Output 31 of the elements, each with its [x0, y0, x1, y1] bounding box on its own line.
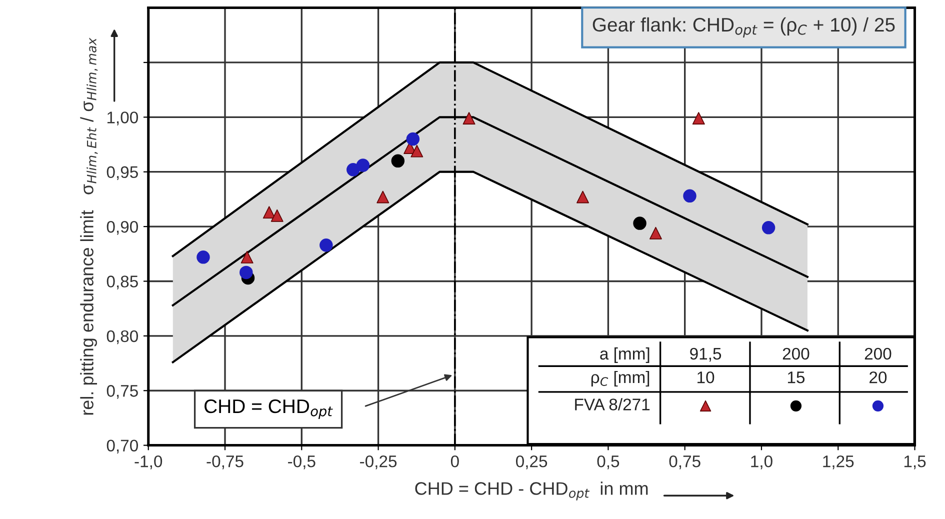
y-tick-label: 0,75	[106, 385, 138, 399]
x-tick-label: 0,5	[597, 455, 620, 470]
annotation: 200	[782, 348, 810, 360]
annotation: FVA 8/271	[575, 398, 650, 410]
y-tick-label: 0,85	[106, 276, 138, 290]
y-tick-label: 0,95	[106, 166, 138, 180]
y-tick-label: 0,80	[106, 330, 138, 344]
x-tick-label: -0,25	[360, 455, 397, 470]
ref-line-label: CHD = CHD$_{opt}$	[204, 399, 333, 419]
x-tick-label: 0	[450, 455, 459, 468]
x-tick-label: 0,25	[516, 455, 548, 470]
y-axis-title: rel. pitting endurance limit σ$_{Hlim,Eht}$ / σ$_{Hlim,max}$	[80, 38, 98, 415]
x-tick-label: 1,0	[751, 455, 772, 470]
x-tick-label: -0,75	[206, 455, 244, 470]
x-tick-label: 1,25	[823, 455, 854, 470]
annotation: 20	[870, 371, 887, 384]
annotation: Gear flank: CHD$_{opt}$ = (ρ$_{C}$ + 10) / 25	[592, 17, 895, 38]
x-axis-title: CHD = CHD - CHD$_{opt}$ in mm	[415, 482, 648, 500]
y-tick-label: 0,90	[106, 220, 138, 235]
y-tick-label: 0,70	[106, 440, 138, 454]
x-tick-label: -0,5	[288, 455, 316, 470]
x-tick-label: -1,0	[134, 455, 162, 470]
y-tick-label: 1,00	[107, 112, 138, 126]
x-tick-label: 1,5	[904, 456, 926, 470]
annotation: 91,5	[690, 348, 722, 362]
annotation: 15	[788, 372, 805, 384]
x-tick-label: 0,75	[669, 455, 700, 470]
annotation: ρ$_{C}$ [mm]	[591, 370, 650, 387]
annotation: a [mm]	[600, 347, 650, 363]
annotation: 200	[864, 348, 892, 360]
annotation: 10	[698, 371, 714, 384]
